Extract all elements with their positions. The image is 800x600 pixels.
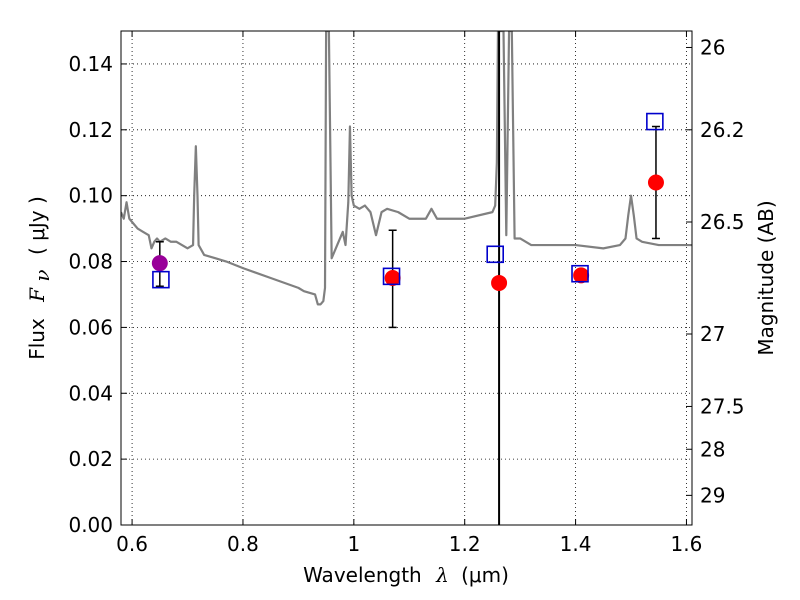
x-tick-label: 1.4: [560, 532, 592, 556]
y-tick-label: 0.06: [68, 315, 113, 339]
model-point: [646, 112, 664, 131]
y-axis-label-unit: ( μJy ): [25, 196, 49, 255]
secondary-y-tick-label: 28: [700, 437, 725, 461]
secondary-y-tick-label: 26.5: [700, 210, 745, 234]
observed-point: [491, 274, 508, 291]
plot-frame: [120, 30, 693, 526]
spectrum-layer: [121, 31, 692, 306]
y-axis-label-text: Flux: [25, 318, 49, 360]
secondary-y-tick-label: 27: [700, 322, 725, 346]
secondary-y-axis-label: Magnitude (AB): [754, 200, 778, 355]
y-tick-label: 0.12: [68, 118, 113, 142]
x-tick-label: 1.6: [671, 532, 703, 556]
y-tick-label: 0.14: [68, 52, 113, 76]
secondary-y-tick-label: 26.2: [700, 118, 745, 142]
x-axis-label: Wavelength λ (μm): [303, 563, 509, 587]
observed-points-layer: [151, 174, 664, 291]
y-axis-ticks: 0.00 0.02 0.04 0.06 0.08 0.10 0.12 0.14: [68, 52, 127, 537]
x-axis-label-unit: (μm): [461, 563, 509, 587]
y-axis-label-subscript: ν: [30, 269, 54, 281]
y-axis-label: Flux F ν ( μJy ): [25, 196, 54, 360]
y-tick-label: 0.08: [68, 250, 113, 274]
model-point: [486, 245, 504, 264]
secondary-y-axis-ticks: 26 26.2 26.5 27 27.5 28 29: [686, 35, 745, 507]
secondary-y-tick-label: 26: [700, 35, 725, 59]
grid: [121, 31, 692, 525]
x-tick-label: 1: [347, 532, 360, 556]
observed-point: [151, 255, 168, 272]
observed-point: [573, 267, 590, 284]
x-tick-label: 0.6: [116, 532, 148, 556]
y-axis-label-symbol: F: [25, 287, 49, 303]
y-tick-label: 0.04: [68, 381, 113, 405]
model-point: [382, 267, 401, 286]
model-point: [571, 264, 589, 283]
y-tick-label: 0.00: [68, 513, 113, 537]
secondary-y-tick-label: 27.5: [700, 394, 745, 418]
x-axis-label-symbol: λ: [435, 563, 449, 587]
x-tick-label: 1.2: [449, 532, 481, 556]
y-tick-label: 0.10: [68, 184, 113, 208]
observed-point: [647, 174, 664, 191]
x-tick-label: 0.8: [227, 532, 259, 556]
errorbar-layer: [155, 125, 660, 329]
spectrum-line: [121, 31, 692, 306]
y-tick-label: 0.02: [68, 447, 113, 471]
x-axis-ticks: 0.6 0.8 1 1.2 1.4 1.6: [116, 31, 702, 556]
model-point: [152, 270, 170, 289]
model-points-layer: [152, 112, 664, 289]
x-axis-label-text: Wavelength: [303, 563, 422, 587]
secondary-y-tick-label: 29: [700, 483, 725, 507]
observed-point: [384, 270, 401, 286]
